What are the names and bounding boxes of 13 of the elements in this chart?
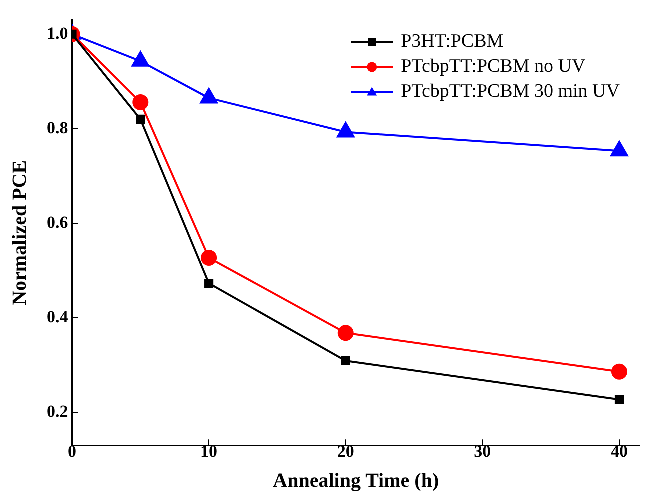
y-tick-label: 0.8 (47, 118, 68, 138)
legend-label: PTcbpTT:PCBM 30 min UV (401, 81, 620, 102)
x-tick-label: 40 (610, 442, 628, 462)
y-tick-label: 0.2 (47, 402, 68, 421)
x-tick-label: 10 (200, 442, 218, 462)
x-axis-title: Annealing Time (h) (273, 470, 440, 492)
y-axis-title: Normalized PCE (9, 160, 32, 306)
legend-label: PTcbpTT:PCBM no UV (401, 56, 586, 78)
legend-label: P3HT:PCBM (401, 31, 504, 52)
x-tick-label: 0 (68, 442, 76, 462)
y-tick-label: 0.4 (47, 307, 69, 326)
y-tick-label: 1.0 (47, 24, 68, 43)
y-tick-label: 0.6 (47, 212, 68, 232)
